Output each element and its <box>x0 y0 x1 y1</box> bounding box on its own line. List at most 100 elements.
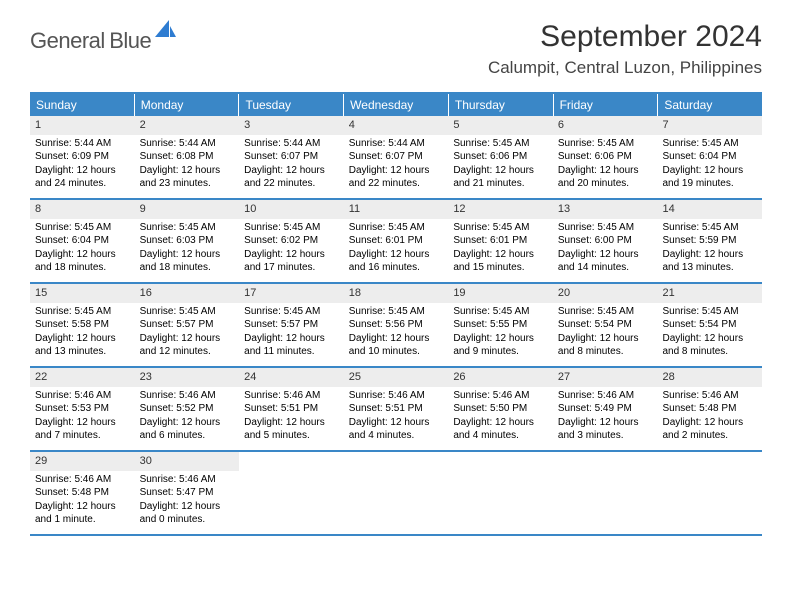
day-number: 30 <box>135 452 240 471</box>
day-number: 15 <box>30 284 135 303</box>
sunrise-text: Sunrise: 5:45 AM <box>662 137 757 151</box>
title-block: September 2024 Calumpit, Central Luzon, … <box>488 20 762 78</box>
sunset-text: Sunset: 5:51 PM <box>244 402 339 416</box>
sunset-text: Sunset: 6:06 PM <box>558 150 653 164</box>
calendar-day: 20Sunrise: 5:45 AMSunset: 5:54 PMDayligh… <box>553 284 658 366</box>
daylight-text: Daylight: 12 hours and 18 minutes. <box>35 248 130 275</box>
day-number: 13 <box>553 200 658 219</box>
sunrise-text: Sunrise: 5:44 AM <box>349 137 444 151</box>
calendar-week: 15Sunrise: 5:45 AMSunset: 5:58 PMDayligh… <box>30 284 762 368</box>
daylight-text: Daylight: 12 hours and 9 minutes. <box>453 332 548 359</box>
calendar-day: 28Sunrise: 5:46 AMSunset: 5:48 PMDayligh… <box>657 368 762 450</box>
day-details: Sunrise: 5:46 AMSunset: 5:50 PMDaylight:… <box>448 387 553 447</box>
daylight-text: Daylight: 12 hours and 10 minutes. <box>349 332 444 359</box>
day-number: 28 <box>657 368 762 387</box>
sunset-text: Sunset: 5:54 PM <box>662 318 757 332</box>
day-number: 23 <box>135 368 240 387</box>
calendar-day: 16Sunrise: 5:45 AMSunset: 5:57 PMDayligh… <box>135 284 240 366</box>
weekday-header: Monday <box>135 94 240 116</box>
sunset-text: Sunset: 5:57 PM <box>244 318 339 332</box>
sunrise-text: Sunrise: 5:45 AM <box>662 221 757 235</box>
day-details: Sunrise: 5:45 AMSunset: 6:06 PMDaylight:… <box>553 135 658 195</box>
sunset-text: Sunset: 5:59 PM <box>662 234 757 248</box>
sunrise-text: Sunrise: 5:45 AM <box>453 305 548 319</box>
sunset-text: Sunset: 5:55 PM <box>453 318 548 332</box>
sunset-text: Sunset: 6:08 PM <box>140 150 235 164</box>
daylight-text: Daylight: 12 hours and 20 minutes. <box>558 164 653 191</box>
day-details: Sunrise: 5:46 AMSunset: 5:51 PMDaylight:… <box>344 387 449 447</box>
day-number: 3 <box>239 116 344 135</box>
calendar-day: 12Sunrise: 5:45 AMSunset: 6:01 PMDayligh… <box>448 200 553 282</box>
calendar-week: 29Sunrise: 5:46 AMSunset: 5:48 PMDayligh… <box>30 452 762 536</box>
calendar-day: 5Sunrise: 5:45 AMSunset: 6:06 PMDaylight… <box>448 116 553 198</box>
calendar-week: 8Sunrise: 5:45 AMSunset: 6:04 PMDaylight… <box>30 200 762 284</box>
calendar-day: 8Sunrise: 5:45 AMSunset: 6:04 PMDaylight… <box>30 200 135 282</box>
day-details: Sunrise: 5:44 AMSunset: 6:08 PMDaylight:… <box>135 135 240 195</box>
daylight-text: Daylight: 12 hours and 22 minutes. <box>244 164 339 191</box>
day-details: Sunrise: 5:45 AMSunset: 5:54 PMDaylight:… <box>657 303 762 363</box>
sunrise-text: Sunrise: 5:45 AM <box>140 305 235 319</box>
weekday-header: Saturday <box>658 94 762 116</box>
day-details: Sunrise: 5:46 AMSunset: 5:52 PMDaylight:… <box>135 387 240 447</box>
calendar-day: 14Sunrise: 5:45 AMSunset: 5:59 PMDayligh… <box>657 200 762 282</box>
calendar-day: 15Sunrise: 5:45 AMSunset: 5:58 PMDayligh… <box>30 284 135 366</box>
calendar-day: 18Sunrise: 5:45 AMSunset: 5:56 PMDayligh… <box>344 284 449 366</box>
sunrise-text: Sunrise: 5:45 AM <box>349 221 444 235</box>
sunset-text: Sunset: 6:03 PM <box>140 234 235 248</box>
sunset-text: Sunset: 5:48 PM <box>35 486 130 500</box>
sunset-text: Sunset: 6:07 PM <box>244 150 339 164</box>
day-number: 17 <box>239 284 344 303</box>
sunrise-text: Sunrise: 5:46 AM <box>662 389 757 403</box>
daylight-text: Daylight: 12 hours and 2 minutes. <box>662 416 757 443</box>
day-number: 19 <box>448 284 553 303</box>
sunset-text: Sunset: 5:56 PM <box>349 318 444 332</box>
weekday-header: Thursday <box>449 94 554 116</box>
day-number: 5 <box>448 116 553 135</box>
day-number: 14 <box>657 200 762 219</box>
day-number: 20 <box>553 284 658 303</box>
sunrise-text: Sunrise: 5:45 AM <box>558 221 653 235</box>
sunset-text: Sunset: 6:01 PM <box>349 234 444 248</box>
day-details: Sunrise: 5:46 AMSunset: 5:47 PMDaylight:… <box>135 471 240 531</box>
day-number: 9 <box>135 200 240 219</box>
sunrise-text: Sunrise: 5:45 AM <box>35 305 130 319</box>
daylight-text: Daylight: 12 hours and 24 minutes. <box>35 164 130 191</box>
sunrise-text: Sunrise: 5:45 AM <box>558 137 653 151</box>
calendar-week: 22Sunrise: 5:46 AMSunset: 5:53 PMDayligh… <box>30 368 762 452</box>
sunrise-text: Sunrise: 5:46 AM <box>558 389 653 403</box>
day-number: 7 <box>657 116 762 135</box>
day-details: Sunrise: 5:45 AMSunset: 6:03 PMDaylight:… <box>135 219 240 279</box>
sunset-text: Sunset: 5:57 PM <box>140 318 235 332</box>
day-details: Sunrise: 5:44 AMSunset: 6:09 PMDaylight:… <box>30 135 135 195</box>
calendar-day <box>448 452 553 534</box>
day-number: 21 <box>657 284 762 303</box>
day-number: 24 <box>239 368 344 387</box>
sunrise-text: Sunrise: 5:44 AM <box>35 137 130 151</box>
day-number <box>239 452 344 456</box>
sunset-text: Sunset: 5:50 PM <box>453 402 548 416</box>
sunrise-text: Sunrise: 5:46 AM <box>35 473 130 487</box>
calendar-body: 1Sunrise: 5:44 AMSunset: 6:09 PMDaylight… <box>30 116 762 536</box>
day-details: Sunrise: 5:45 AMSunset: 5:56 PMDaylight:… <box>344 303 449 363</box>
calendar-day: 2Sunrise: 5:44 AMSunset: 6:08 PMDaylight… <box>135 116 240 198</box>
day-number: 16 <box>135 284 240 303</box>
calendar-day: 23Sunrise: 5:46 AMSunset: 5:52 PMDayligh… <box>135 368 240 450</box>
sunset-text: Sunset: 6:04 PM <box>662 150 757 164</box>
calendar-day: 10Sunrise: 5:45 AMSunset: 6:02 PMDayligh… <box>239 200 344 282</box>
daylight-text: Daylight: 12 hours and 22 minutes. <box>349 164 444 191</box>
sunset-text: Sunset: 6:06 PM <box>453 150 548 164</box>
day-number: 2 <box>135 116 240 135</box>
day-details: Sunrise: 5:45 AMSunset: 6:00 PMDaylight:… <box>553 219 658 279</box>
daylight-text: Daylight: 12 hours and 13 minutes. <box>35 332 130 359</box>
day-details: Sunrise: 5:45 AMSunset: 6:01 PMDaylight:… <box>344 219 449 279</box>
day-details: Sunrise: 5:45 AMSunset: 5:55 PMDaylight:… <box>448 303 553 363</box>
calendar-day: 11Sunrise: 5:45 AMSunset: 6:01 PMDayligh… <box>344 200 449 282</box>
sunset-text: Sunset: 6:04 PM <box>35 234 130 248</box>
day-number: 29 <box>30 452 135 471</box>
day-details: Sunrise: 5:46 AMSunset: 5:49 PMDaylight:… <box>553 387 658 447</box>
day-number: 25 <box>344 368 449 387</box>
sunrise-text: Sunrise: 5:46 AM <box>140 389 235 403</box>
sunrise-text: Sunrise: 5:44 AM <box>140 137 235 151</box>
day-number <box>553 452 658 456</box>
calendar-day: 22Sunrise: 5:46 AMSunset: 5:53 PMDayligh… <box>30 368 135 450</box>
